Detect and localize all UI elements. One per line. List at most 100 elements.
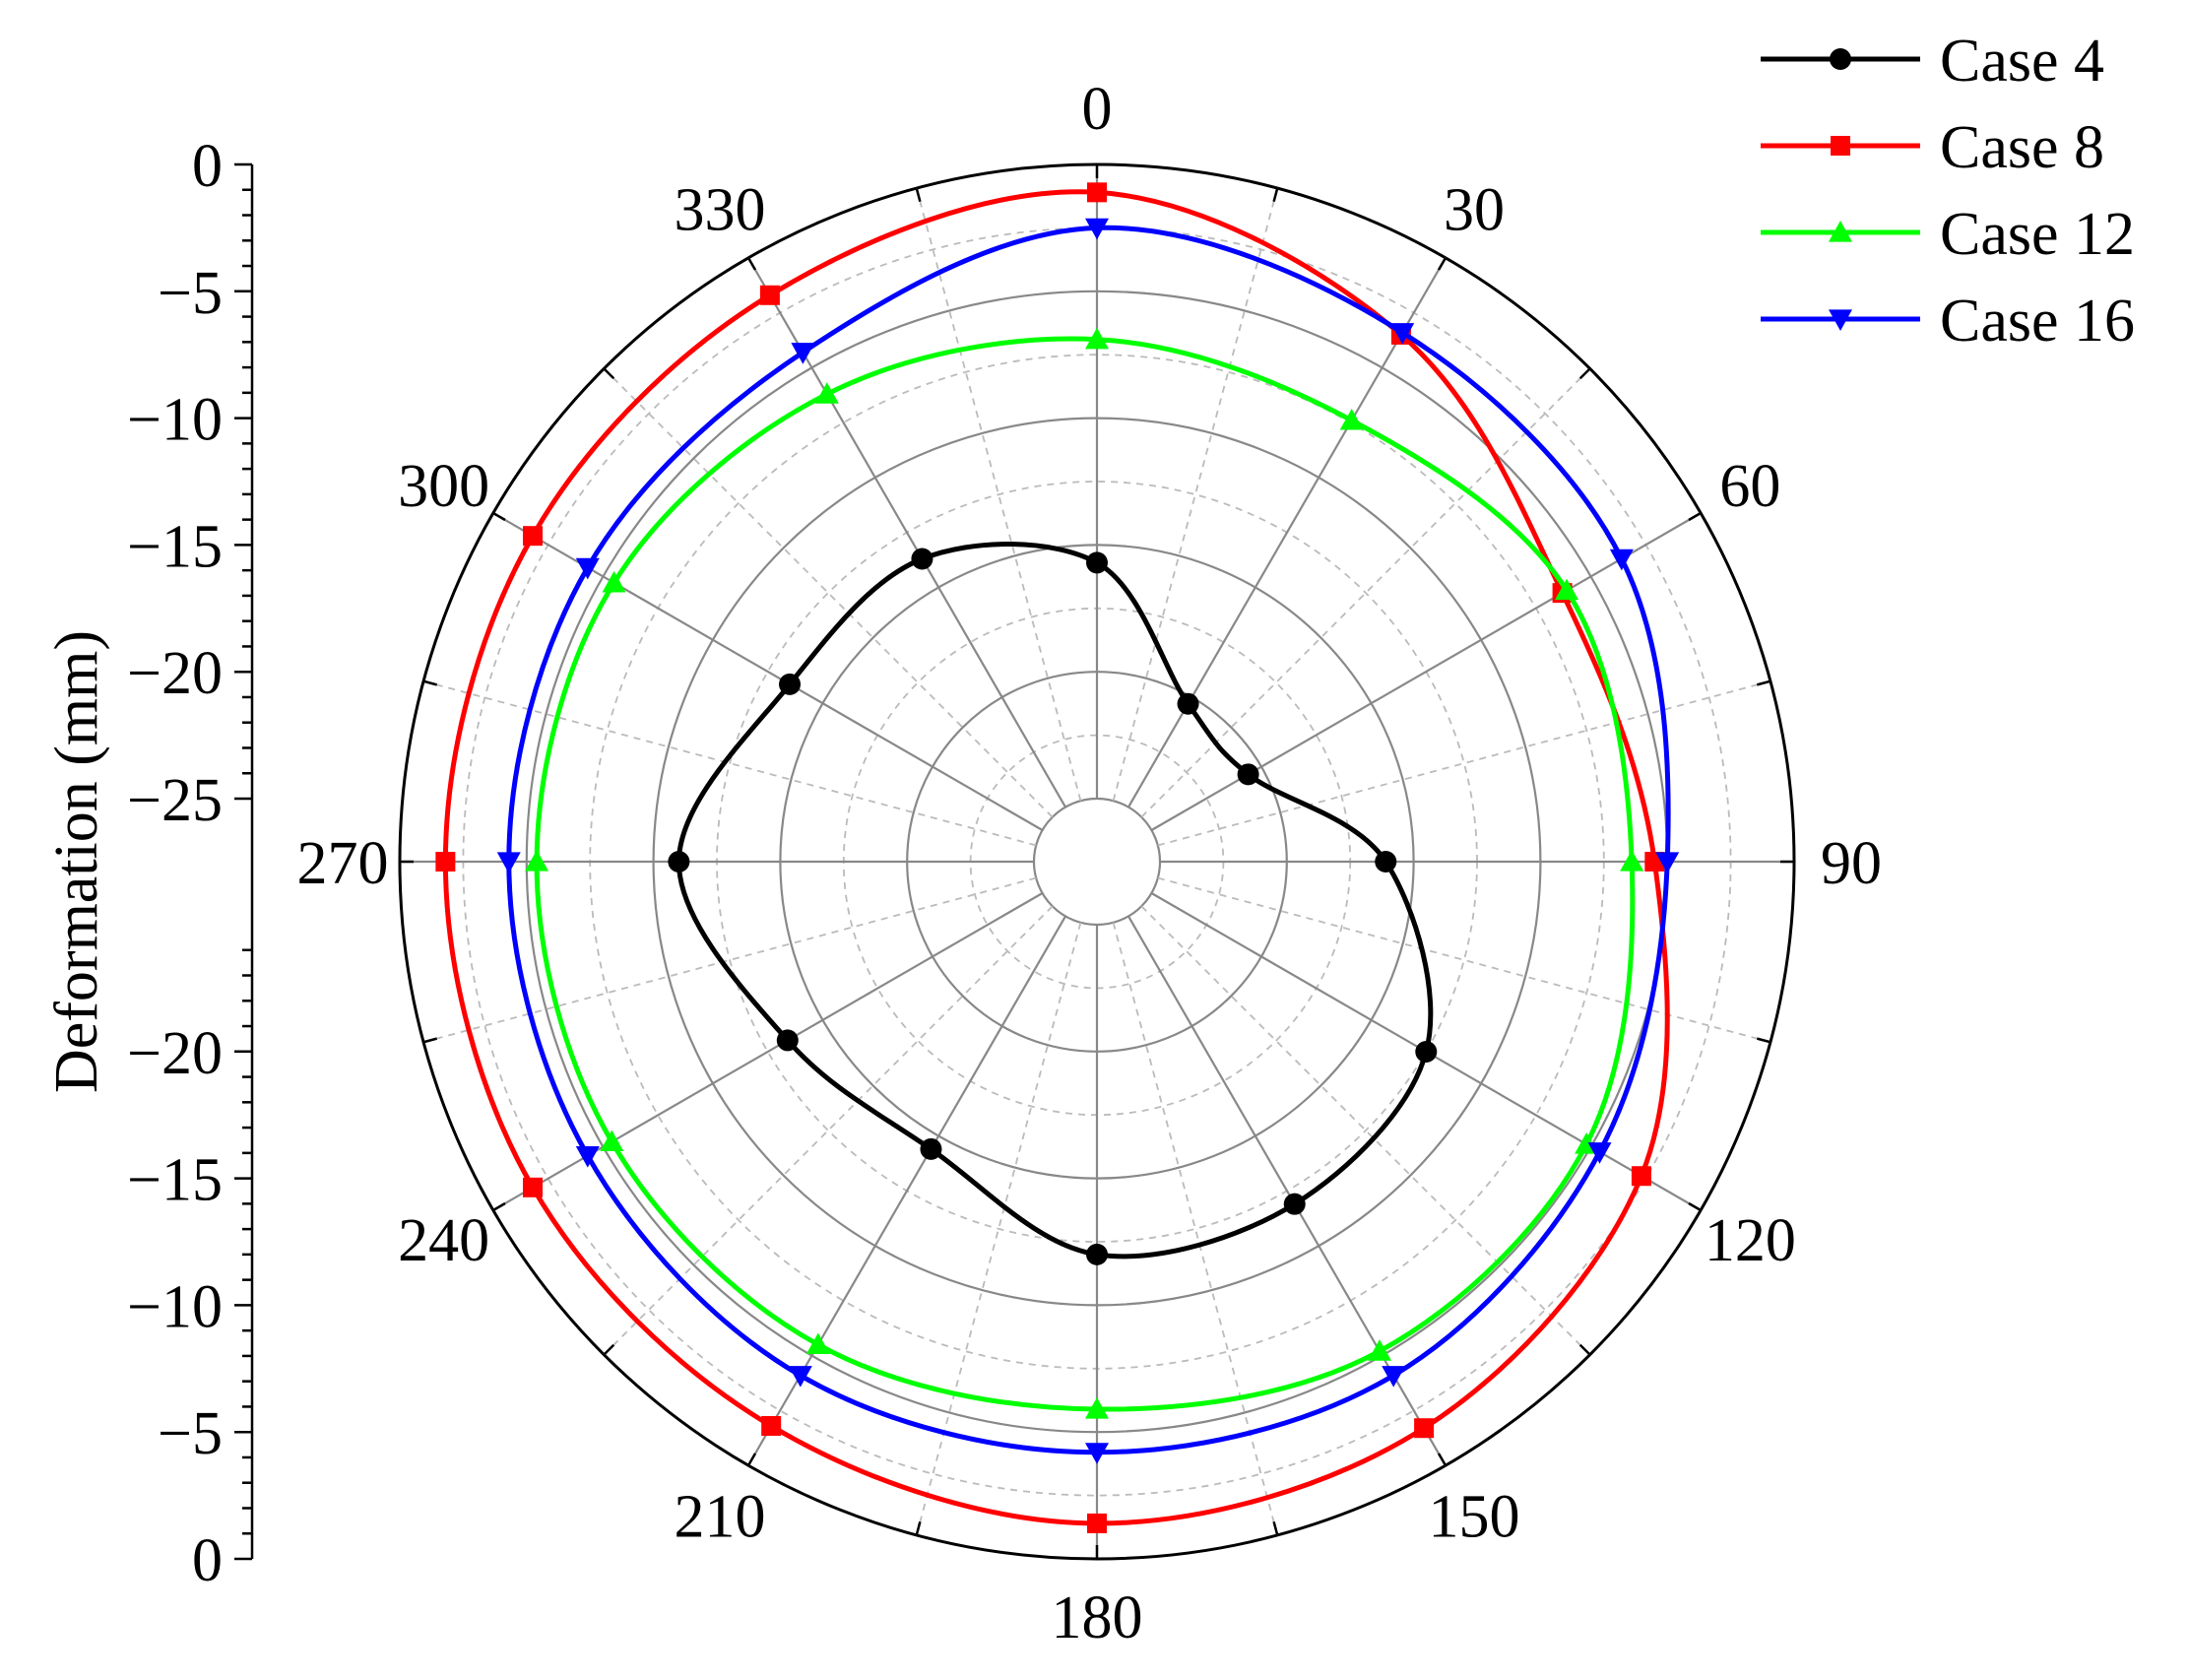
radial-axis: 0 −5 −10 −15 −20 −25 −20 −15 −10 −5 0: [127, 133, 254, 1594]
r-tick-label: −10: [127, 1273, 223, 1340]
series-case-4: [668, 542, 1438, 1265]
data-point: [1620, 850, 1644, 872]
spoke-major: [492, 892, 1044, 1211]
legend-item: Case 16: [1761, 288, 2135, 355]
legend: Case 4 Case 8 Case 12 Case 16: [1761, 28, 2135, 355]
spoke-minor: [422, 679, 1037, 847]
data-point: [496, 852, 521, 873]
data-point: [575, 1146, 600, 1168]
data-point: [1085, 327, 1109, 350]
series-case-8: [435, 182, 1670, 1533]
angle-tick: [1437, 257, 1448, 271]
series-line: [534, 336, 1636, 1412]
angle-tick: [1437, 1453, 1448, 1466]
angle-tick: [1272, 1521, 1279, 1536]
angle-tick: [1578, 367, 1591, 380]
angle-tick: [603, 1343, 615, 1356]
angle-label-270: 270: [297, 830, 389, 897]
angle-tick: [422, 1037, 437, 1044]
series-case-12: [525, 327, 1644, 1419]
legend-item: Case 12: [1761, 201, 2135, 268]
data-point: [759, 285, 780, 305]
data-point: [1085, 1397, 1109, 1419]
data-point: [668, 851, 690, 872]
data-point: [1086, 551, 1108, 574]
y-axis-label: Deformation (mm): [43, 630, 110, 1093]
data-point: [776, 1029, 799, 1052]
data-point: [1368, 1339, 1392, 1361]
data-point: [1087, 182, 1107, 203]
legend-marker: [1830, 48, 1851, 70]
data-point: [523, 1177, 544, 1197]
series-lines: [435, 182, 1680, 1533]
data-point: [1587, 1142, 1612, 1164]
legend-label: Case 12: [1940, 201, 2135, 268]
legend-marker: [1829, 221, 1852, 242]
angle-tick: [915, 187, 922, 202]
angle-label-150: 150: [1429, 1483, 1520, 1550]
data-point: [1177, 692, 1199, 715]
angle-tick: [603, 367, 615, 380]
angle-tick: [746, 1453, 757, 1466]
data-point: [1085, 1443, 1109, 1464]
r-tick-label: 0: [192, 133, 223, 200]
legend-label: Case 8: [1940, 114, 2104, 181]
data-point: [525, 850, 549, 872]
angle-label-90: 90: [1821, 830, 1882, 897]
angle-tick: [746, 257, 757, 271]
angle-label-30: 30: [1444, 177, 1505, 244]
data-point: [1414, 1418, 1435, 1439]
angle-label-60: 60: [1719, 453, 1780, 520]
data-point: [920, 1137, 942, 1160]
data-point: [435, 852, 456, 872]
angle-tick: [915, 1521, 922, 1536]
data-point: [1283, 1193, 1306, 1215]
data-point: [1086, 1243, 1108, 1265]
data-point: [761, 1415, 782, 1436]
data-point: [1237, 763, 1259, 786]
spoke-minor: [1112, 187, 1279, 802]
legend-label: Case 16: [1940, 288, 2135, 355]
data-point: [911, 548, 933, 570]
spoke-minor: [422, 876, 1037, 1044]
r-tick-label: −25: [127, 767, 223, 834]
r-tick-label: −20: [127, 1020, 223, 1087]
r-tick-label: −15: [127, 1147, 223, 1214]
angle-tick-labels: 0 30 60 90 120 150 180 210 240 270 300 330: [297, 76, 1883, 1651]
data-point: [1087, 1513, 1107, 1533]
data-point: [791, 343, 815, 364]
spoke-major: [1127, 257, 1447, 808]
spoke-minor: [603, 905, 1054, 1356]
spoke-minor: [915, 187, 1082, 802]
spoke-minor: [603, 367, 1054, 818]
legend-marker: [1831, 136, 1850, 156]
data-point: [814, 382, 839, 404]
data-point: [1085, 218, 1109, 240]
legend-item: Case 8: [1761, 114, 2104, 181]
grid-circle: [1032, 797, 1162, 927]
spoke-minor: [1140, 905, 1591, 1356]
angle-label-240: 240: [398, 1207, 489, 1274]
angle-tick: [1757, 1037, 1771, 1044]
data-point: [600, 1130, 624, 1152]
r-tick-label: −15: [127, 513, 223, 580]
angle-label-120: 120: [1705, 1207, 1796, 1274]
angle-tick: [492, 1201, 506, 1212]
data-point: [1382, 1366, 1406, 1388]
angle-spokes: [400, 164, 1794, 1559]
data-point: [1375, 851, 1397, 872]
data-point: [1339, 408, 1364, 430]
data-point: [523, 526, 544, 547]
data-point: [575, 557, 600, 580]
angle-tick: [1688, 1201, 1702, 1212]
angle-tick: [492, 511, 506, 522]
angle-label-0: 0: [1082, 76, 1113, 143]
r-tick-label: −5: [158, 260, 223, 327]
angle-tick: [1578, 1343, 1591, 1356]
data-point: [1555, 578, 1579, 601]
r-tick-label: −10: [127, 387, 223, 454]
angle-tick: [422, 679, 437, 686]
angle-label-180: 180: [1052, 1584, 1143, 1651]
spoke-major: [1127, 915, 1447, 1466]
